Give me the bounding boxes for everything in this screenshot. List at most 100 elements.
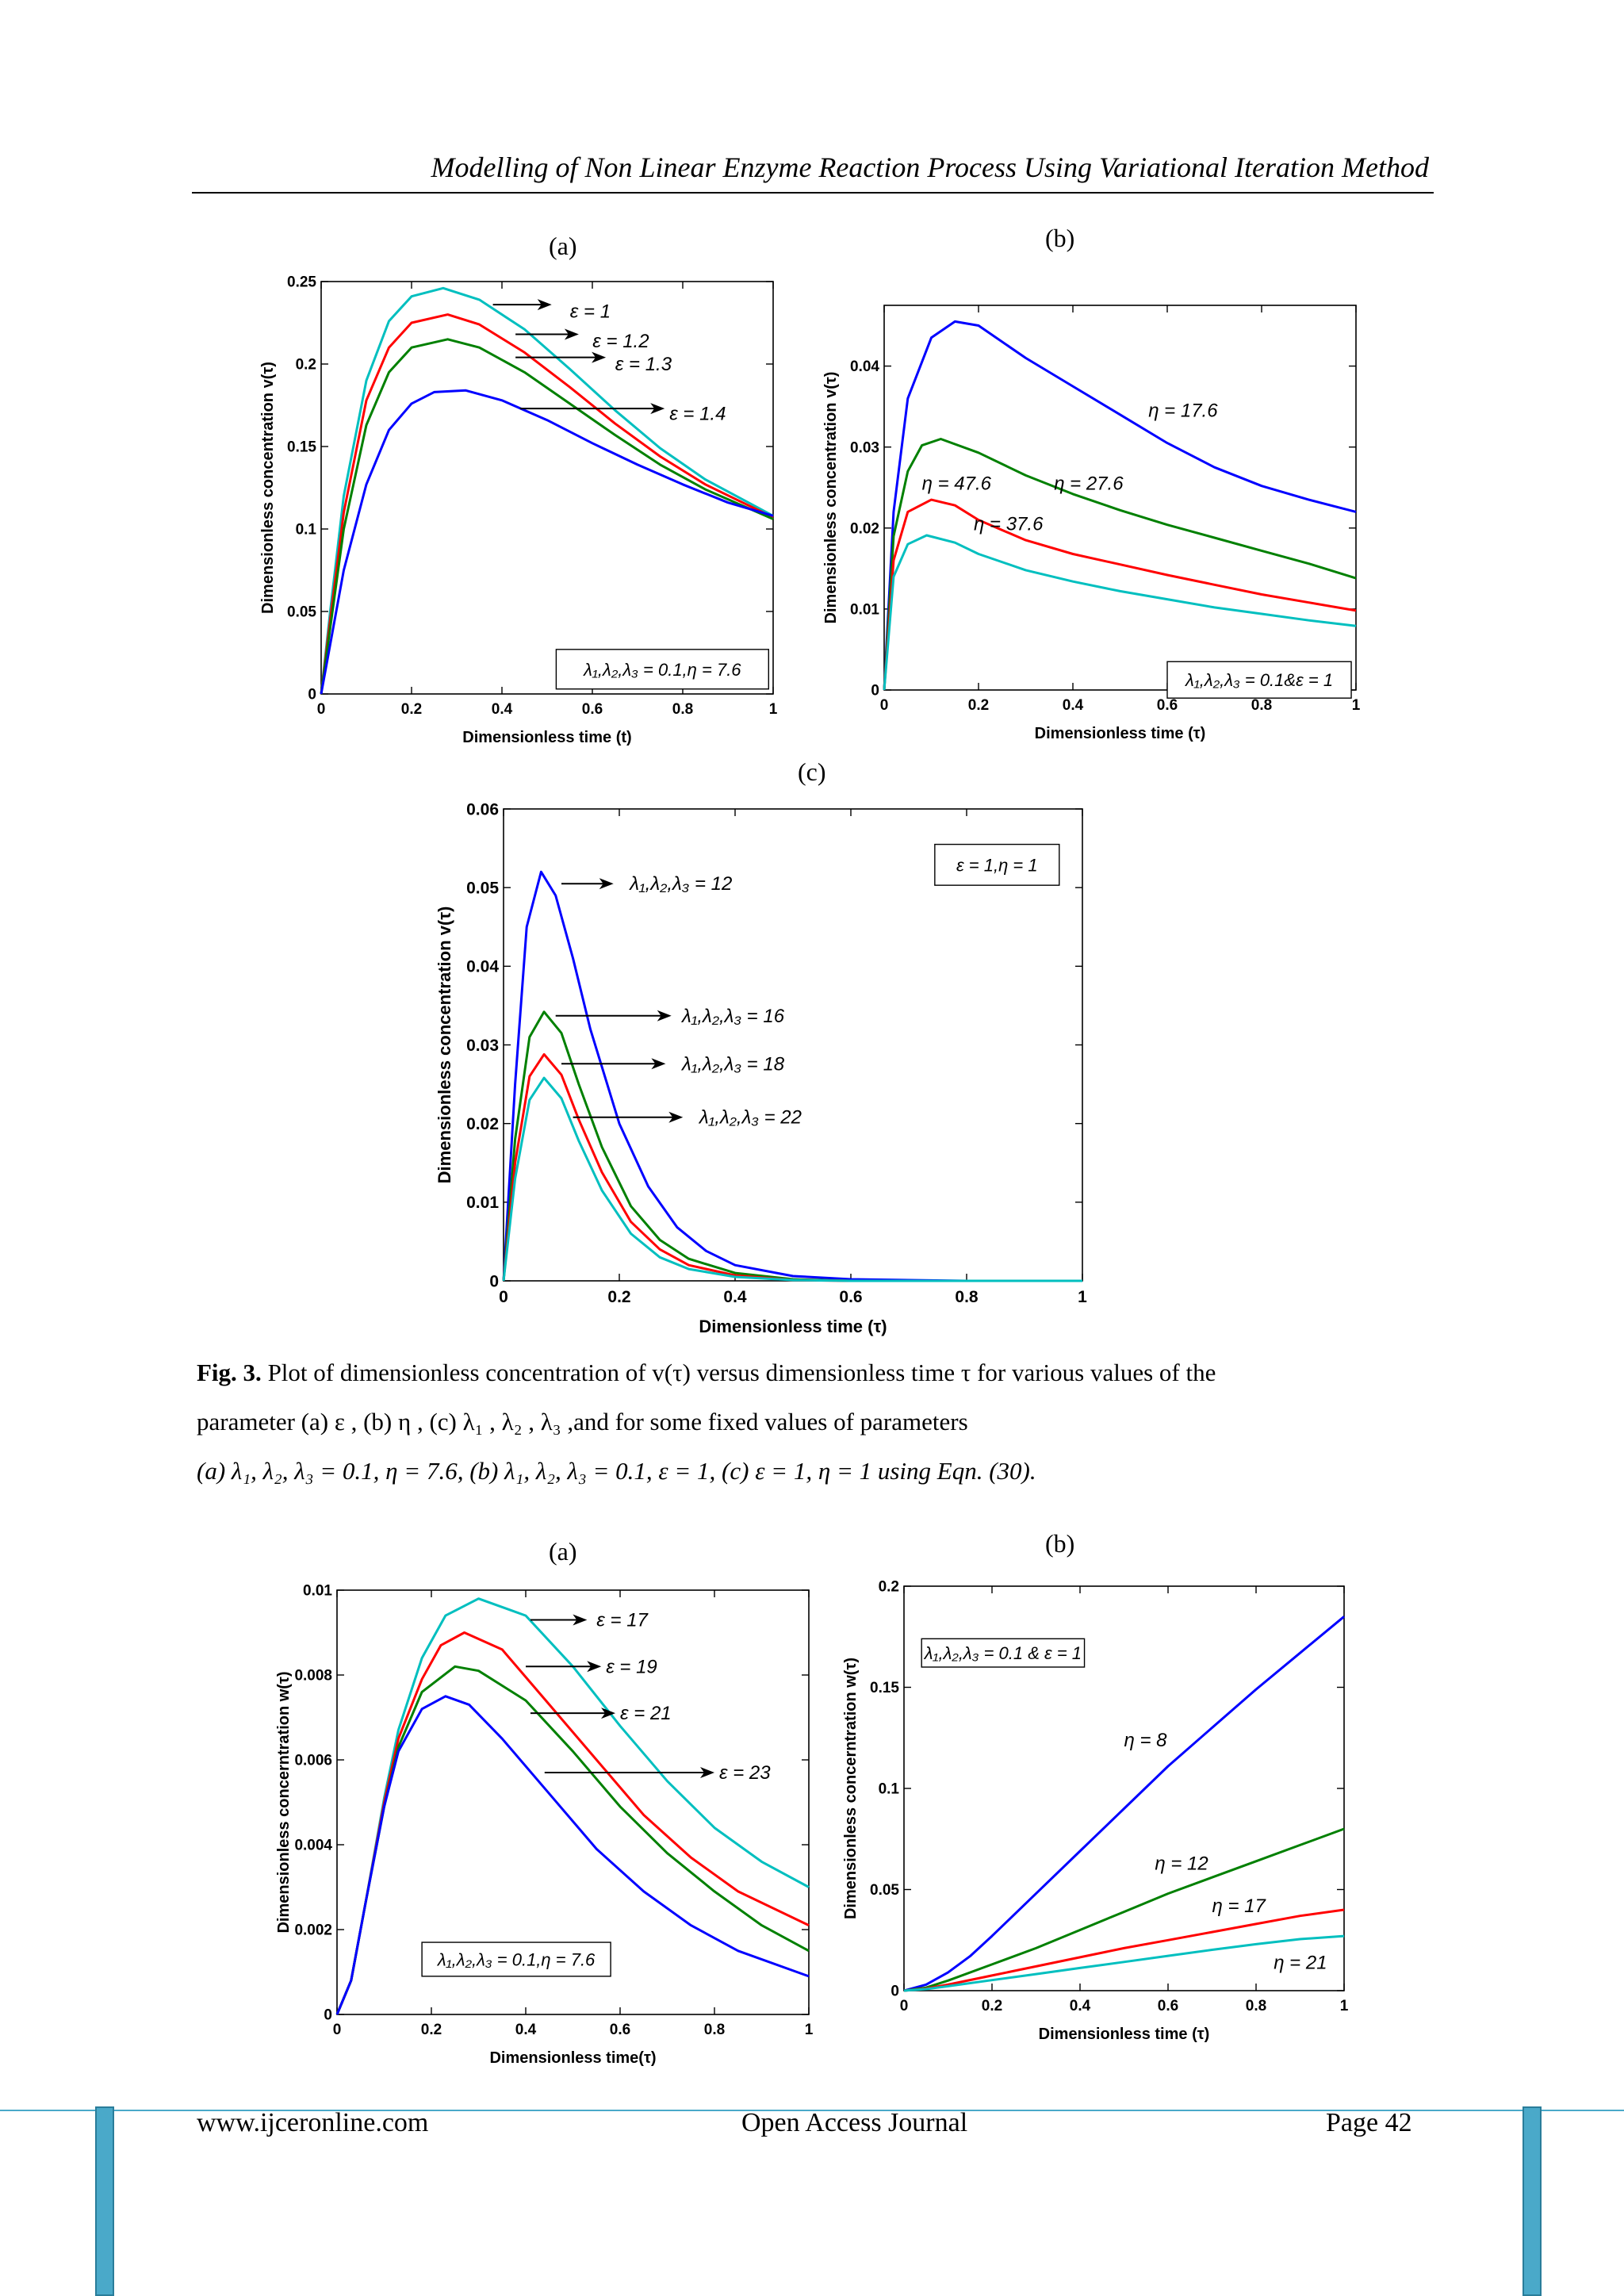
x-tick-label: 1 bbox=[1352, 697, 1361, 714]
x-tick-label: 1 bbox=[769, 701, 778, 718]
annotation-arrow-head bbox=[700, 1767, 714, 1779]
y-tick-label: 0 bbox=[308, 687, 316, 703]
parameter-box bbox=[421, 1941, 611, 1977]
series-line-4 bbox=[883, 534, 1357, 691]
annotation-arrow-head bbox=[564, 328, 579, 340]
y-tick-label: 0.05 bbox=[287, 604, 316, 621]
annotation-label: η = 17.6 bbox=[1148, 401, 1218, 422]
x-tick-label: 0 bbox=[880, 697, 889, 714]
x-tick-label: 0 bbox=[900, 1998, 909, 2014]
fig3-caption-text-1: Plot of dimensionless concentration of v… bbox=[267, 1359, 1216, 1386]
x-tick-label: 0.8 bbox=[704, 2022, 725, 2038]
y-axis-label: Dimensionless concerntration w(τ) bbox=[842, 1658, 860, 1919]
annotation-label: η = 37.6 bbox=[974, 514, 1044, 535]
series-line-4 bbox=[903, 1934, 1345, 1992]
footer-rule bbox=[0, 2110, 1624, 2111]
parameter-box bbox=[921, 1638, 1086, 1668]
running-header: Modelling of Non Linear Enzyme Reaction … bbox=[192, 151, 1429, 198]
parameter-box-label: ε = 1,η = 1 bbox=[956, 855, 1038, 875]
header-rule bbox=[192, 192, 1434, 194]
footer-bar-right bbox=[1522, 2106, 1542, 2296]
annotation-arrow-head bbox=[587, 1661, 602, 1673]
footer-journal: Open Access Journal bbox=[741, 2108, 968, 2137]
parameter-box bbox=[555, 649, 769, 690]
x-axis-label: Dimensionless time(τ) bbox=[489, 2049, 656, 2067]
x-tick-label: 0.2 bbox=[421, 2022, 442, 2038]
footer-website: www.ijceronline.com bbox=[197, 2108, 429, 2137]
y-tick-label: 0.05 bbox=[466, 880, 499, 898]
series-line-1 bbox=[320, 286, 774, 695]
series-line-3 bbox=[320, 338, 774, 695]
parameter-box-label: λ₁,λ₂,λ₃ = 0.1&ε = 1 bbox=[1185, 670, 1333, 690]
plot-frame bbox=[883, 305, 1357, 691]
annotation-arrow-head bbox=[599, 878, 614, 890]
annotation-label: ε = 19 bbox=[606, 1656, 657, 1677]
series-line-1 bbox=[883, 320, 1357, 691]
parameter-box bbox=[934, 843, 1060, 886]
series-line-4 bbox=[320, 389, 774, 695]
x-axis-label: Dimensionless time (τ) bbox=[1039, 2026, 1210, 2043]
y-tick-label: 0.2 bbox=[296, 357, 316, 374]
fig3-caption-line-1: Fig. 3. Plot of dimensionless concentrat… bbox=[197, 1348, 1434, 1397]
x-tick-label: 1 bbox=[805, 2022, 814, 2038]
parameter-box bbox=[1166, 661, 1352, 699]
y-tick-label: 0.01 bbox=[466, 1194, 499, 1212]
parameter-box-label: λ₁,λ₂,λ₃ = 0.1,η = 7.6 bbox=[437, 1949, 596, 1969]
annotation-label: ε = 1.2 bbox=[592, 331, 649, 352]
annotation-arrow-head bbox=[537, 299, 552, 311]
x-tick-label: 0.4 bbox=[1070, 1998, 1091, 2014]
x-axis-label: Dimensionless time (t) bbox=[462, 729, 631, 746]
x-tick-label: 0.2 bbox=[607, 1288, 630, 1306]
annotation-label: ε = 23 bbox=[719, 1762, 771, 1784]
series-line-2 bbox=[883, 438, 1357, 691]
fig3-caption-line-3: (a) λ₁, λ₂, λ₃ = 0.1, η = 7.6, (b) λ₁, λ… bbox=[197, 1457, 1036, 1485]
x-tick-label: 0.4 bbox=[515, 2022, 537, 2038]
annotation-arrow-head bbox=[657, 1010, 672, 1022]
y-tick-label: 0.1 bbox=[296, 522, 317, 539]
annotation-arrow-head bbox=[601, 1708, 616, 1719]
parameter-box-label: λ₁,λ₂,λ₃ = 0.1,η = 7.6 bbox=[583, 660, 741, 680]
annotation-label: η = 17 bbox=[1212, 1895, 1267, 1917]
x-tick-label: 0.6 bbox=[610, 2022, 630, 2038]
y-tick-label: 0.05 bbox=[870, 1882, 899, 1899]
y-tick-label: 0 bbox=[871, 683, 879, 700]
y-tick-label: 0.004 bbox=[294, 1838, 332, 1854]
x-tick-label: 0.6 bbox=[1158, 1998, 1178, 2014]
y-axis-label: Dimensionless concerntration w(τ) bbox=[275, 1671, 293, 1933]
y-tick-label: 0.04 bbox=[466, 958, 499, 976]
x-tick-label: 0.6 bbox=[839, 1288, 862, 1306]
x-tick-label: 0.8 bbox=[672, 701, 693, 718]
y-tick-label: 0.01 bbox=[850, 602, 879, 619]
annotation-arrow-head bbox=[651, 1058, 666, 1070]
y-tick-label: 0.2 bbox=[879, 1579, 899, 1596]
y-tick-label: 0 bbox=[324, 2007, 332, 2024]
x-tick-label: 0.8 bbox=[1251, 697, 1272, 714]
series-line-1 bbox=[502, 870, 1082, 1282]
chart-fig3b: 0 0.2 0.4 0.6 0.8 1 0 0.01 0.02 0.03 0.04 Dimension… bbox=[822, 305, 1361, 742]
x-tick-label: 0.4 bbox=[492, 701, 513, 718]
series-line-3 bbox=[883, 498, 1357, 691]
series-line-4 bbox=[502, 1076, 1082, 1282]
fig3-label-a: (a) bbox=[549, 232, 577, 260]
plot-frame bbox=[503, 808, 1083, 1282]
y-tick-label: 0.06 bbox=[466, 800, 499, 818]
fig4-label-b: (b) bbox=[1045, 1529, 1075, 1558]
annotation-label: ε = 17 bbox=[596, 1609, 649, 1631]
annotation-label: ε = 1.3 bbox=[615, 354, 672, 375]
x-tick-label: 0.4 bbox=[723, 1288, 747, 1306]
y-tick-label: 0.01 bbox=[303, 1583, 332, 1600]
y-tick-label: 0 bbox=[891, 1984, 899, 2000]
annotation-arrow-head bbox=[650, 403, 665, 415]
series-line-2 bbox=[320, 313, 774, 695]
x-tick-label: 1 bbox=[1340, 1998, 1349, 2014]
annotation-label: ε = 1 bbox=[570, 301, 611, 322]
parameter-box-label: λ₁,λ₂,λ₃ = 0.1 & ε = 1 bbox=[924, 1643, 1082, 1663]
series-line-2 bbox=[903, 1827, 1345, 1992]
chart-fig4a: 0 0.2 0.4 0.6 0.8 1 0 0.002 0.004 0.006 0.008 0.01 D… bbox=[275, 1583, 814, 2067]
fig4-label-a: (a) bbox=[549, 1537, 577, 1566]
x-tick-label: 0.6 bbox=[1157, 697, 1178, 714]
chart-fig4b: 0 0.2 0.4 0.6 0.8 1 0 0.05 0.1 0.15 0.2 Dimensionle… bbox=[842, 1579, 1349, 2043]
y-tick-label: 0.02 bbox=[466, 1115, 499, 1133]
y-tick-label: 0.15 bbox=[287, 439, 316, 456]
annotation-label: η = 27.6 bbox=[1054, 473, 1124, 495]
